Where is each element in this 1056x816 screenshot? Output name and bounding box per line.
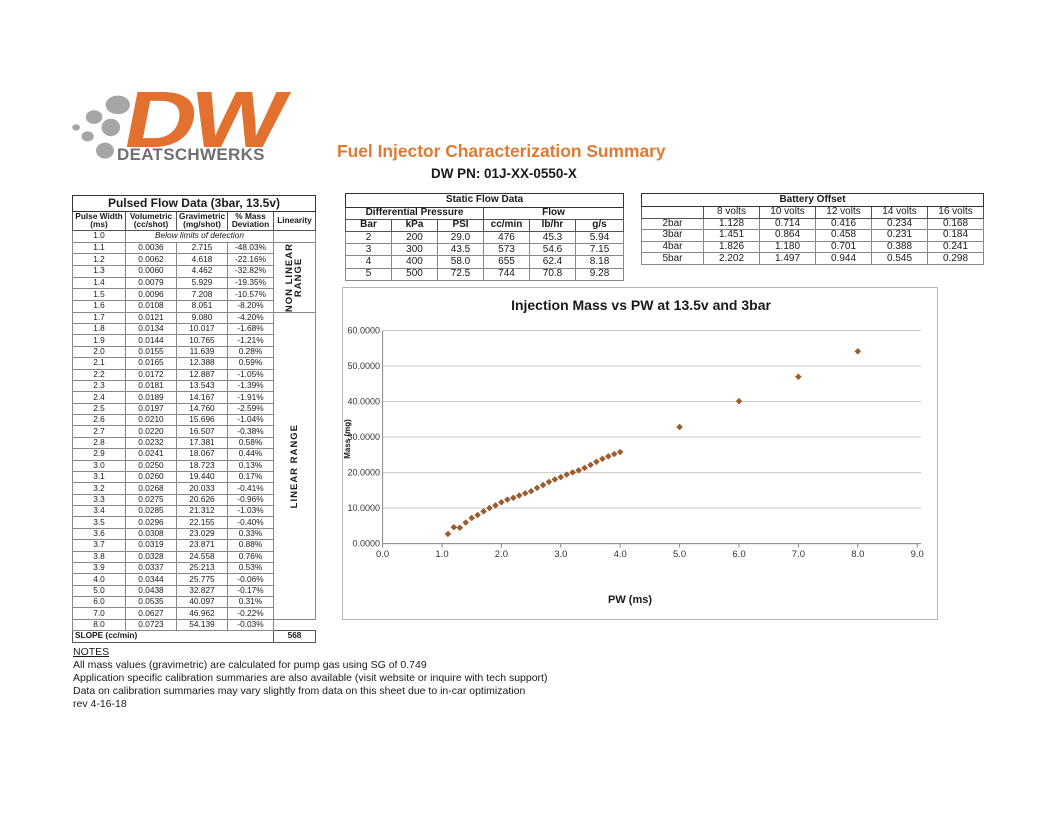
svg-text:4.0: 4.0 [614, 549, 627, 560]
svg-text:DEATSCHWERKS: DEATSCHWERKS [117, 145, 265, 164]
svg-text:30.0000: 30.0000 [347, 432, 380, 442]
svg-text:8.0: 8.0 [851, 549, 864, 560]
svg-text:50.0000: 50.0000 [347, 361, 380, 371]
svg-text:9.0: 9.0 [911, 549, 924, 560]
svg-text:7.0: 7.0 [792, 549, 805, 560]
svg-text:3.0: 3.0 [554, 549, 567, 560]
svg-text:2.0: 2.0 [495, 549, 508, 560]
svg-text:40.0000: 40.0000 [347, 397, 380, 407]
svg-text:0.0: 0.0 [376, 549, 389, 560]
svg-text:PW (ms): PW (ms) [608, 594, 652, 606]
svg-text:10.0000: 10.0000 [347, 503, 380, 513]
svg-text:6.0: 6.0 [732, 549, 745, 560]
svg-text:60.0000: 60.0000 [347, 326, 380, 336]
svg-text:Mass (mg): Mass (mg) [343, 419, 352, 459]
svg-text:1.0: 1.0 [435, 549, 448, 560]
svg-text:5.0: 5.0 [673, 549, 686, 560]
svg-text:0.0000: 0.0000 [352, 539, 380, 549]
svg-text:20.0000: 20.0000 [347, 468, 380, 478]
svg-text:Injection Mass vs PW at 13.5v: Injection Mass vs PW at 13.5v and 3bar [511, 297, 771, 313]
